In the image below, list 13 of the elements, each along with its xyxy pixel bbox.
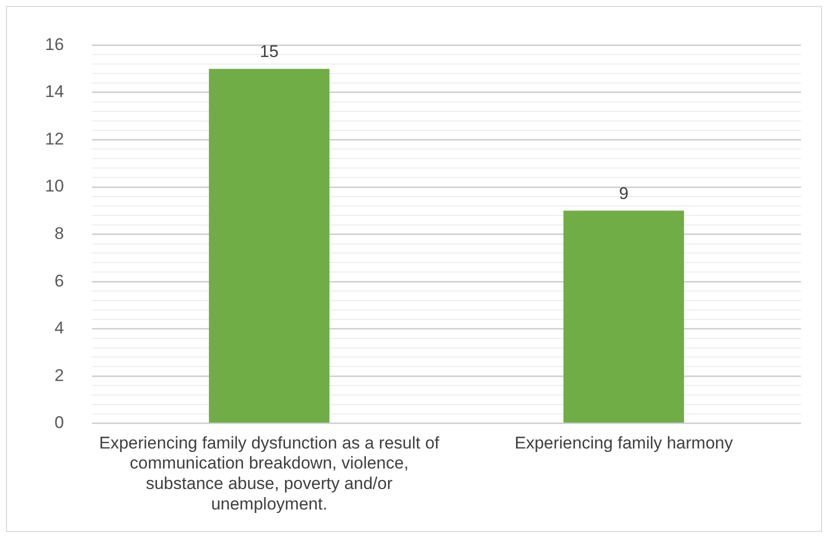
x-tick-label: Experiencing family dysfunction as a result of communication breakdown, violence, substance abuse, poverty and/or unemployment.: [99, 433, 440, 514]
data-label: 15: [260, 42, 279, 62]
y-tick-label: 4: [54, 318, 64, 338]
y-tick-label: 0: [54, 413, 64, 432]
data-label: 9: [618, 184, 628, 203]
y-tick-label: 16: [44, 34, 64, 54]
y-tick-label: 10: [44, 176, 64, 196]
y-tick-label: 12: [44, 129, 64, 148]
y-tick-label: 14: [44, 82, 64, 102]
y-tick-label: 8: [54, 224, 64, 243]
y-tick-label: 6: [54, 271, 64, 290]
x-tick-label: Experiencing family harmony: [514, 433, 734, 452]
y-tick-label: 2: [54, 366, 64, 385]
